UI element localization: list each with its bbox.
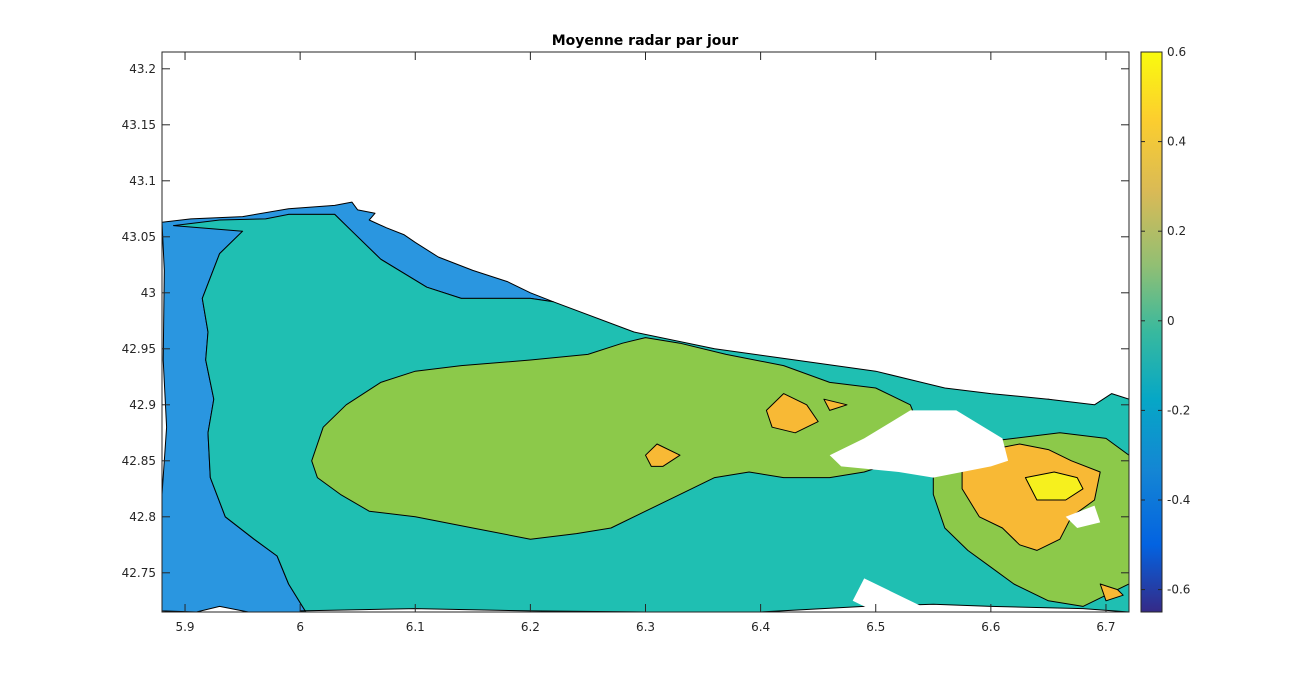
missing-data-hole-1	[852, 578, 922, 612]
missing-data-holes	[829, 410, 1101, 612]
contour-region-0-2-to-0-4-0	[765, 393, 819, 434]
colorbar-tick-label: 0.4	[1167, 135, 1186, 149]
colorbar: -0.6 -0.4 -0.2 0 0.2 0.4 0.6	[1140, 45, 1190, 613]
contour-region-0-2-to-0-4-3	[1099, 583, 1124, 602]
y-tick-label: 43.1	[129, 174, 156, 188]
y-tick-label: 42.9	[129, 398, 156, 412]
plot-area	[162, 201, 1129, 612]
x-tick-label: 5.9	[175, 620, 194, 634]
contour-region-0-2-to-0-4-4	[823, 398, 848, 411]
colorbar-tick-label: 0	[1167, 314, 1175, 328]
x-tick-label: 6	[296, 620, 304, 634]
y-tick-label: 43	[141, 286, 156, 300]
y-tick-label: 42.8	[129, 510, 156, 524]
x-tick-label: 6.1	[406, 620, 425, 634]
y-tick-label: 42.85	[122, 454, 156, 468]
y-tick-label: 42.75	[122, 566, 156, 580]
x-tick-label: 6.4	[751, 620, 770, 634]
x-axis: 5.9 6 6.1 6.2 6.3 6.4 6.5 6.6 6.7	[175, 52, 1116, 634]
colorbar-tick-label: -0.6	[1167, 583, 1190, 597]
missing-data-hole-2	[1065, 505, 1101, 528]
chart-title: Moyenne radar par jour	[552, 33, 739, 49]
x-tick-label: 6.5	[866, 620, 885, 634]
contour-region-above-0-4-0	[1024, 471, 1084, 501]
x-tick-label: 6.3	[636, 620, 655, 634]
x-tick-label: 6.6	[981, 620, 1000, 634]
colorbar-ticks: -0.6 -0.4 -0.2 0 0.2 0.4 0.6	[1141, 45, 1190, 597]
colorbar-tick-label: -0.4	[1167, 493, 1190, 507]
colorbar-gradient	[1140, 51, 1163, 613]
x-tick-label: 6.2	[521, 620, 540, 634]
colorbar-tick-label: -0.2	[1167, 403, 1190, 417]
contour-regions	[162, 201, 1129, 612]
colorbar-tick-label: 0.6	[1167, 45, 1186, 59]
x-tick-label: 6.7	[1096, 620, 1115, 634]
y-tick-label: 43.15	[122, 118, 156, 132]
y-tick-label: 43.05	[122, 230, 156, 244]
missing-data-hole-0	[829, 410, 1009, 478]
colorbar-tick-label: 0.2	[1167, 224, 1186, 238]
y-tick-label: 43.2	[129, 62, 156, 76]
y-tick-label: 42.95	[122, 342, 156, 356]
y-axis: 42.75 42.8 42.85 42.9 42.95 43 43.05 43.1 43.15 4…	[122, 62, 1129, 580]
contour-region-0-2-to-0-4-1	[645, 443, 681, 467]
